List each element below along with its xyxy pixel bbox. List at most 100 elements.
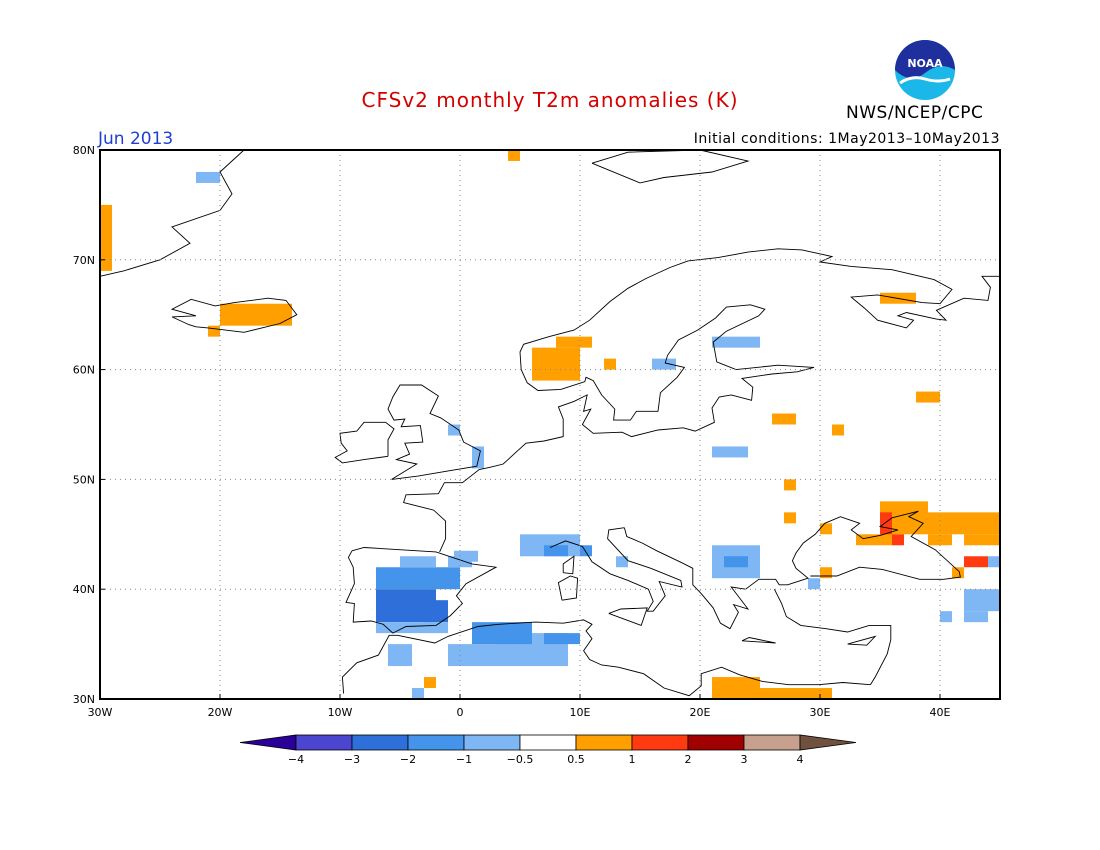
anomaly-cell [928,534,952,546]
colorbar-box [295,734,353,751]
anomaly-cell [472,622,532,645]
noaa-logo: NOAA [895,40,955,100]
coastline [773,588,892,685]
anomaly-cell [100,204,112,271]
colorbar-box [407,734,465,751]
anomaly-cell [784,512,796,524]
coastline [99,149,245,277]
anomaly-cell [424,567,460,590]
lat-tick-label: 60N [73,364,95,377]
anomaly-cell [568,369,580,381]
anomaly-cell [508,150,520,161]
anomaly-cell [208,325,220,337]
anomaly-cell [916,391,940,403]
lon-tick-label: 10E [570,706,591,719]
anomaly-cell [472,446,484,469]
anomaly-cell [400,556,436,568]
coastline [591,149,750,184]
anomaly-cell [412,688,424,699]
colorbar-box [351,734,409,751]
lat-tick-label: 80N [73,144,95,157]
coastline [170,297,298,333]
anomaly-cell [376,567,424,590]
anomaly-cell [376,622,448,634]
anomaly-cell [832,424,844,436]
anomaly-cell [100,259,112,271]
anomaly-cell [928,512,1000,535]
anomaly-cell [652,358,676,370]
gridlines [100,150,1000,699]
lat-tick-label: 70N [73,254,95,267]
coastline [549,527,683,612]
colorbar-label: 4 [797,753,804,766]
colorbar-label: −0.5 [507,753,534,766]
coastlines [99,149,1000,697]
lon-tick-label: 10W [328,706,353,719]
colorbar-label: −3 [344,753,360,766]
lon-tick-label: 0 [457,706,464,719]
anomaly-cell [880,512,892,535]
anomaly-cell [388,644,412,667]
lon-tick-label: 30E [810,706,831,719]
colorbar-arrow-low [239,734,297,751]
colorbar-box [743,734,801,751]
coastline [403,248,1000,553]
colorbar-label: 1 [629,753,636,766]
anomaly-cell [724,556,748,568]
anomaly-cell [544,545,568,557]
lon-tick-label: 40E [930,706,951,719]
anomaly-cells [100,150,1000,699]
month-label: Jun 2013 [98,129,174,149]
coastline [847,635,877,646]
anomaly-cell [544,633,580,645]
anomaly-cell [448,644,496,667]
anomaly-cell [892,534,904,546]
logo-text: NOAA [907,57,943,70]
anomaly-cell [556,336,592,348]
coastline [741,637,776,644]
colorbar: −4 −3 −2 −1 −0.5 0.5 1 2 3 4 [239,734,857,766]
anomaly-cell [424,600,448,623]
coastline [387,384,481,480]
anomaly-cell [760,688,832,699]
coastline [557,575,579,601]
lat-tick-label: 50N [73,473,95,486]
coastline [341,619,871,697]
anomaly-cell [940,611,952,623]
colorbar-box [687,734,745,751]
coastline [608,607,648,626]
anomaly-cell [424,677,436,689]
anomaly-cell [856,534,892,546]
org-label: NWS/NCEP/CPC [846,103,984,123]
anomaly-cell [820,567,832,579]
coastline [562,555,575,575]
anomaly-cell [604,358,616,370]
map-title: CFSv2 monthly T2m anomalies (K) [361,88,739,112]
anomaly-cell [820,523,832,535]
anomaly-cell [784,479,796,491]
lon-tick-label: 20E [690,706,711,719]
coastline [345,547,498,634]
colorbar-label: −1 [456,753,472,766]
coastline [334,421,395,464]
colorbar-label: −4 [288,753,304,766]
anomaly-cell [616,556,628,568]
colorbar-arrow-high [799,734,857,751]
anomaly-cell [220,303,292,326]
colorbar-box [631,734,689,751]
colorbar-box [519,734,577,751]
colorbar-label: −2 [400,753,416,766]
lat-tick-label: 40N [73,583,95,596]
anomaly-cell [964,611,988,623]
anomaly-cell [772,413,796,425]
anomaly-cell [712,677,760,699]
colorbar-box [575,734,633,751]
anomaly-cell [964,556,988,568]
coastline [623,510,961,630]
anomaly-cell [964,589,1000,612]
anomaly-cell [712,336,760,348]
anomaly-cell [952,567,964,579]
lat-tick-label: 30N [73,693,95,706]
anomaly-cell [964,534,1000,546]
